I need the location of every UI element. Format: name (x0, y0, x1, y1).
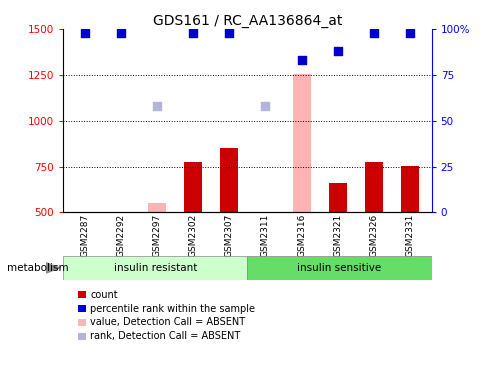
Text: count: count (90, 290, 118, 300)
Title: GDS161 / RC_AA136864_at: GDS161 / RC_AA136864_at (152, 14, 341, 28)
Bar (400, 165, 418, 212)
Bar (63, 256, 247, 280)
Bar (292, 74, 310, 212)
Point (189, 30, 197, 36)
Point (369, 30, 377, 36)
Text: rank, Detection Call = ABSENT: rank, Detection Call = ABSENT (90, 331, 240, 341)
Bar (247, 256, 431, 280)
Point (297, 57, 305, 63)
Text: insulin sensitive: insulin sensitive (297, 263, 381, 273)
Bar (184, 162, 202, 212)
Point (261, 103, 269, 109)
Bar (148, 203, 166, 212)
Point (333, 48, 341, 54)
Point (225, 30, 233, 36)
Point (153, 103, 161, 109)
Point (81, 30, 89, 36)
Bar (364, 162, 382, 212)
Bar (220, 148, 238, 212)
Point (117, 30, 124, 36)
Text: metabolism: metabolism (7, 263, 69, 273)
Text: percentile rank within the sample: percentile rank within the sample (90, 303, 255, 314)
Point (405, 30, 413, 36)
Text: insulin resistant: insulin resistant (113, 263, 197, 273)
Polygon shape (46, 262, 61, 274)
Text: value, Detection Call = ABSENT: value, Detection Call = ABSENT (90, 317, 245, 328)
Bar (328, 183, 346, 212)
